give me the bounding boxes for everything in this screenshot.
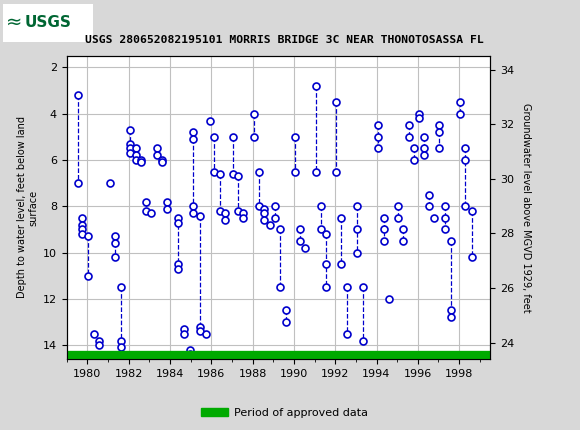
Bar (3, 3, 93, 42)
Y-axis label: Groundwater level above MGVD 1929, feet: Groundwater level above MGVD 1929, feet (521, 103, 531, 312)
Legend: Period of approved data: Period of approved data (196, 403, 372, 422)
Y-axis label: Depth to water level, feet below land
surface: Depth to water level, feet below land su… (17, 117, 39, 298)
Text: USGS: USGS (25, 15, 71, 30)
Text: ≈: ≈ (6, 13, 23, 32)
Text: USGS 280652082195101 MORRIS BRIDGE 3C NEAR THONOTOSASSA FL: USGS 280652082195101 MORRIS BRIDGE 3C NE… (85, 35, 484, 45)
